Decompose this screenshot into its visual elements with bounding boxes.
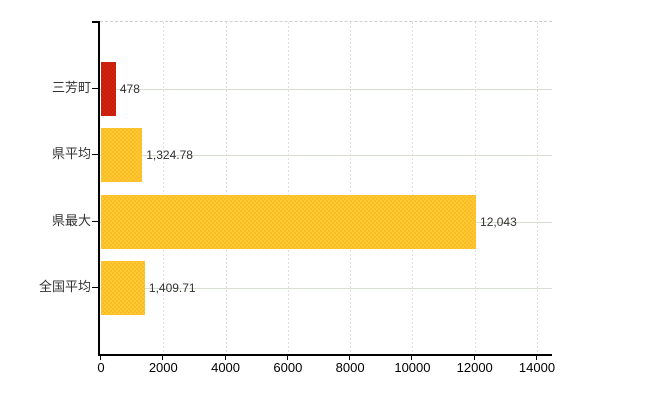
x-tick: [349, 356, 351, 360]
x-tick: [162, 356, 164, 360]
x-tick-label: 4000: [211, 360, 241, 375]
x-tick-label: 8000: [335, 360, 365, 375]
y-tick: [92, 21, 99, 23]
x-axis-line: [98, 354, 552, 356]
bar: [101, 62, 116, 116]
v-gridline: [225, 22, 227, 355]
y-axis-line: [98, 21, 100, 356]
category-label: 全国平均: [38, 279, 91, 294]
value-label: 12,043: [480, 215, 517, 229]
x-tick-label: 14000: [518, 360, 556, 375]
x-tick: [411, 356, 413, 360]
bar: [101, 128, 143, 182]
v-gridline: [287, 22, 289, 355]
category-label: 県平均: [51, 146, 91, 161]
bar: [101, 261, 145, 315]
x-tick: [473, 356, 475, 360]
v-gridline: [350, 22, 352, 355]
value-label: 1,324.78: [146, 148, 193, 162]
v-gridline: [474, 22, 476, 355]
x-tick-label: 0: [97, 360, 105, 375]
h-gridline: [100, 288, 552, 289]
bar: [101, 195, 477, 249]
plot-area: 478 1,324.78 12,043 1,409.71: [100, 21, 552, 355]
x-tick: [536, 356, 537, 360]
x-tick-label: 6000: [273, 360, 303, 375]
y-tick: [92, 154, 99, 155]
category-label: 三芳町: [51, 80, 91, 95]
h-gridline: [100, 155, 552, 156]
v-gridline: [412, 22, 414, 355]
h-gridline: [100, 89, 552, 90]
x-tick: [224, 356, 226, 360]
y-tick: [92, 88, 99, 89]
y-tick: [92, 287, 99, 288]
v-gridline: [537, 22, 538, 355]
x-tick-label: 2000: [148, 360, 178, 375]
x-tick: [286, 356, 288, 360]
v-gridline: [163, 22, 165, 355]
x-tick: [100, 356, 101, 360]
y-tick: [92, 221, 99, 222]
value-label: 478: [119, 82, 140, 96]
x-tick-label: 10000: [394, 360, 431, 375]
x-tick-label: 12000: [456, 360, 493, 375]
category-label: 県最大: [51, 213, 91, 228]
value-label: 1,409.71: [148, 281, 196, 295]
